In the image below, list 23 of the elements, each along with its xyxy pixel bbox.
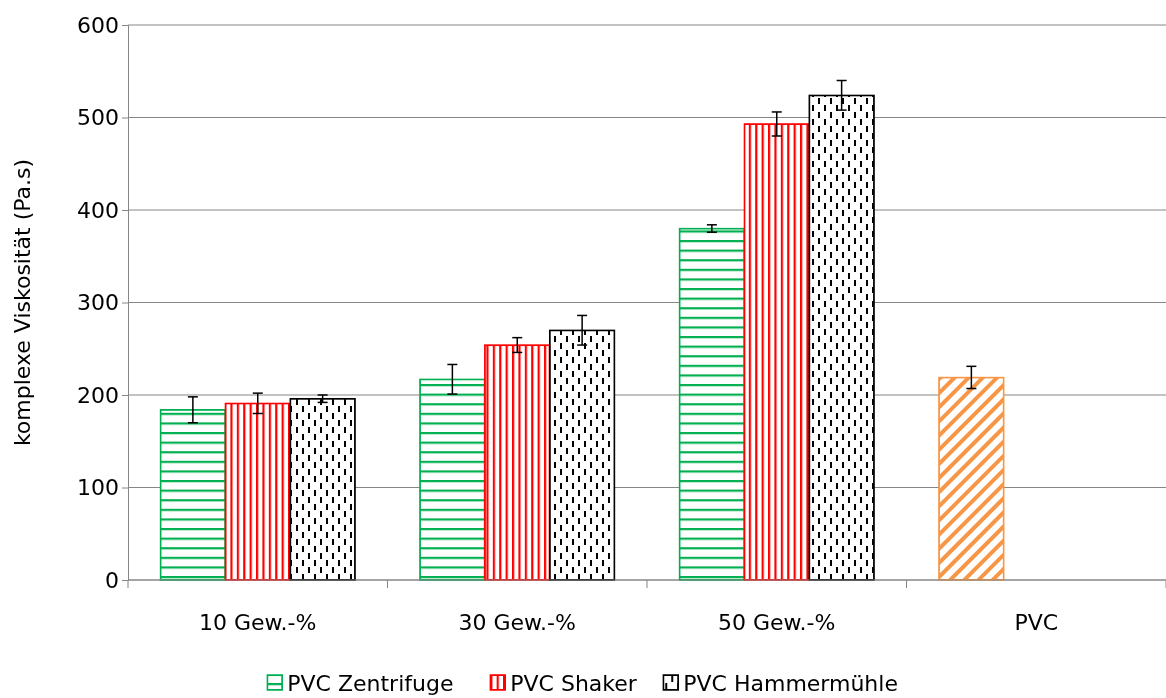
- legend-label: PVC Hammermühle: [683, 671, 898, 696]
- bar: [938, 376, 1005, 581]
- x-tick-label: PVC: [1014, 610, 1059, 635]
- x-tick-label: 30 Gew.-%: [458, 610, 576, 635]
- bar: [289, 397, 356, 581]
- bar: [743, 123, 810, 581]
- y-tick-label: 300: [77, 290, 119, 316]
- y-tick-label: 0: [105, 567, 119, 593]
- x-tick-label: 10 Gew.-%: [199, 610, 317, 635]
- y-tick-label: 200: [77, 382, 119, 408]
- bar: [678, 227, 746, 581]
- bar: [159, 409, 227, 581]
- y-axis-title: komplexe Viskosität (Pa.s): [10, 158, 35, 447]
- bar: [224, 402, 291, 581]
- y-tick-label: 100: [77, 475, 119, 501]
- y-tick-label: 400: [77, 197, 119, 223]
- legend-label: PVC Zentrifuge: [287, 671, 454, 696]
- y-tick-label: 600: [77, 12, 119, 38]
- bar: [419, 378, 486, 581]
- x-tick-label: 50 Gew.-%: [718, 610, 836, 635]
- y-tick-label: 500: [77, 105, 119, 131]
- bar: [484, 344, 551, 581]
- legend-label: PVC Shaker: [510, 671, 638, 696]
